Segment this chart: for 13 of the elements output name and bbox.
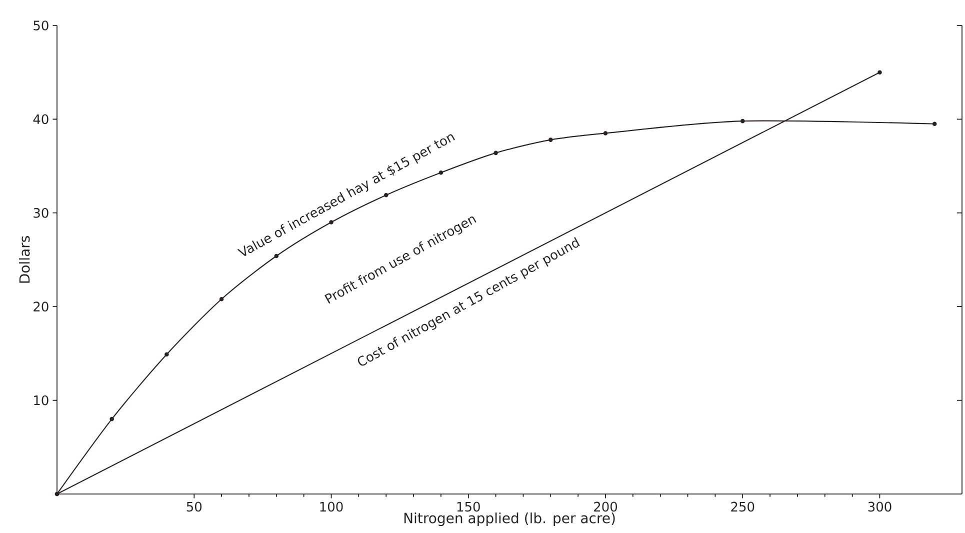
x-tick-label: 300 [868, 502, 892, 512]
x-tick-label: 200 [594, 502, 618, 512]
x-tick-label: 100 [320, 502, 343, 512]
y-tick-label: 30 [34, 208, 48, 218]
y-tick-label: 20 [34, 302, 48, 312]
x-tick-label: 50 [186, 502, 202, 512]
x-axis-title: Nitrogen applied (lb. per acre) [404, 512, 615, 526]
y-tick-label: 50 [34, 20, 48, 30]
y-tick-label: 40 [33, 114, 48, 124]
x-tick-label: 250 [731, 502, 754, 512]
y-axis-title: Dollars [18, 236, 30, 283]
y-tick-label: 10 [34, 395, 48, 406]
x-tick-label: 150 [457, 502, 480, 512]
